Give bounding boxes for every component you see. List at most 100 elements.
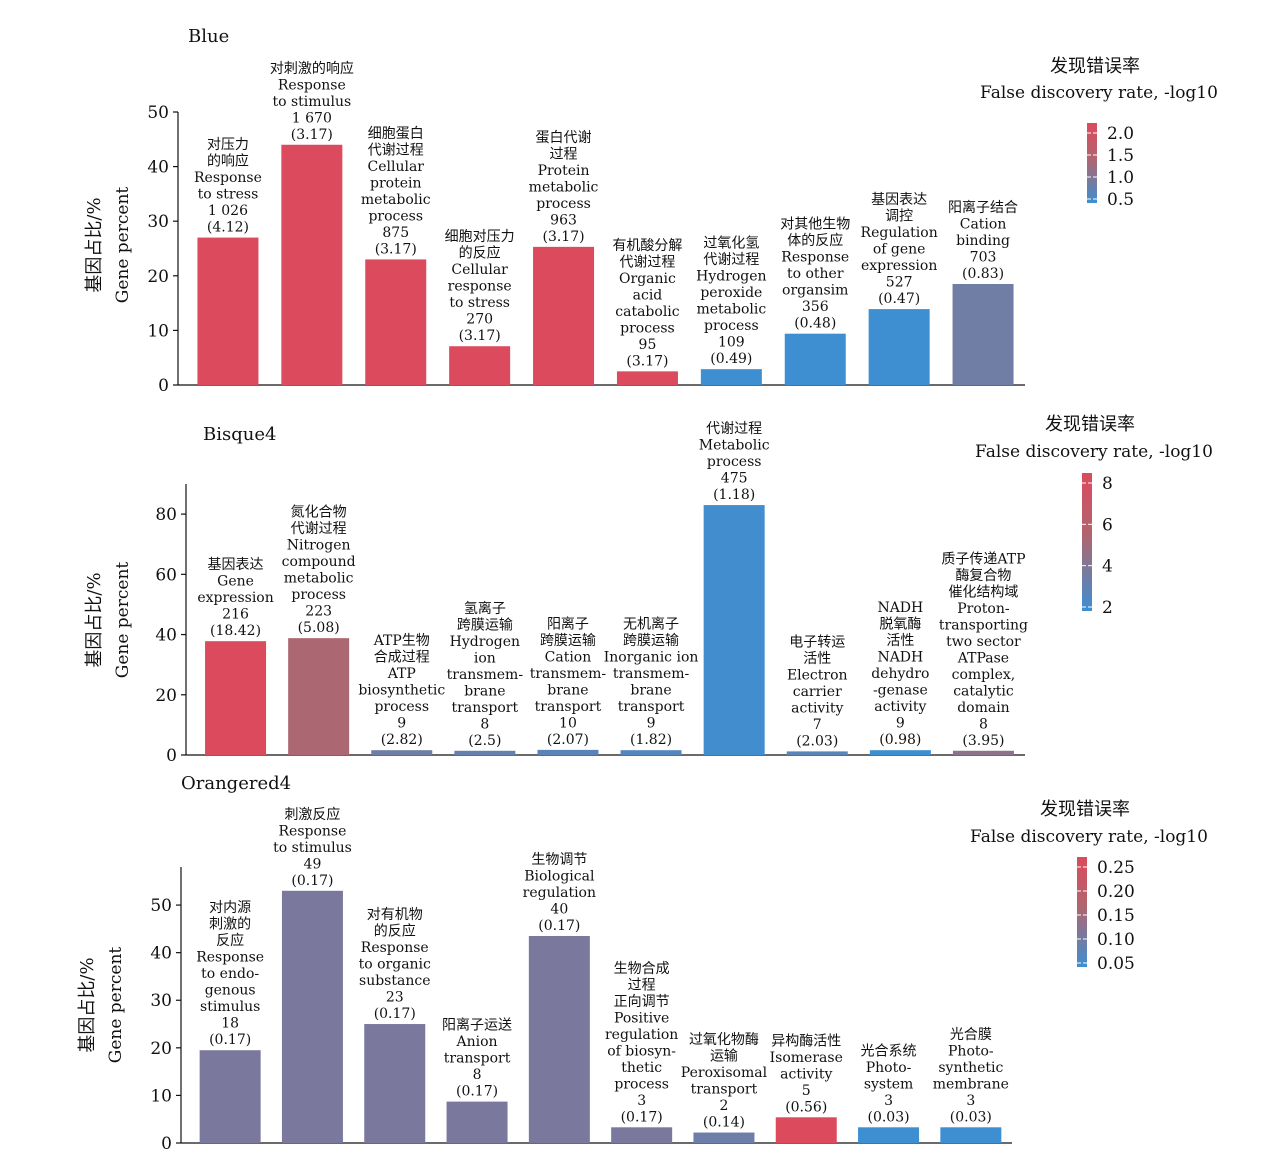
- y-axis-label-en: Gene percent: [106, 947, 126, 1064]
- bar-label-line: transmem-: [447, 667, 524, 683]
- bar-label-line: transporting: [939, 617, 1028, 633]
- bar-label-line: metabolic: [529, 179, 599, 195]
- y-tick-label: 10: [150, 1086, 172, 1106]
- bar-label-line: (0.17): [209, 1032, 251, 1048]
- bar-label-line: regulation: [523, 885, 596, 901]
- legend-tick-label: 4: [1102, 557, 1113, 577]
- bar-label: 过氧化氢代谢过程Hydrogenperoxidemetabolicprocess…: [696, 236, 766, 367]
- bar-label-line: metabolic: [361, 192, 431, 208]
- bar-label-line: synthetic: [938, 1060, 1003, 1076]
- bar-label-line: (2.82): [381, 732, 423, 748]
- y-tick-label: 40: [150, 944, 172, 964]
- bar: [703, 505, 765, 755]
- bar-label-line: activity: [780, 1066, 832, 1082]
- bar-label-line: ion: [474, 650, 496, 666]
- bar-label-line: Gene: [217, 574, 254, 590]
- bar-label-line: process: [620, 320, 675, 336]
- bar: [199, 1050, 261, 1143]
- bar-label-line: 质子传递ATP: [941, 551, 1025, 567]
- legend-tick-label: 0.5: [1107, 190, 1134, 210]
- bar-label-line: Peroxisomal: [681, 1065, 768, 1081]
- bar: [288, 638, 350, 755]
- bar-label-line: activity: [791, 700, 843, 716]
- bar-label-line: 过程: [550, 146, 578, 162]
- legend-tick-label: 2: [1102, 598, 1113, 618]
- bar: [446, 1101, 508, 1143]
- bar-label-line: process: [536, 196, 591, 212]
- bar-label-line: (0.17): [456, 1084, 498, 1100]
- bar-label-line: process: [707, 454, 762, 470]
- bar-label-line: catalytic: [953, 683, 1014, 699]
- bar-label-line: 过氧化氢: [703, 236, 759, 252]
- bar-label-line: Response: [278, 77, 346, 93]
- bar-label-line: (1.18): [713, 487, 755, 503]
- bar-label-line: 跨膜运输: [540, 633, 596, 649]
- bar-label-line: (0.03): [867, 1109, 909, 1125]
- bar-label-line: transport: [535, 699, 602, 715]
- bar-label-line: 270: [466, 312, 493, 328]
- bar-label-line: transport: [444, 1051, 511, 1067]
- bar-label-line: 8: [480, 716, 489, 732]
- bar-label-line: membrane: [933, 1076, 1009, 1092]
- y-tick-label: 40: [147, 158, 169, 178]
- bar: [281, 144, 343, 385]
- bar-label-line: 10: [559, 715, 577, 731]
- bar-label-line: Hydrogen: [696, 269, 766, 285]
- legend-tick-label: 0.05: [1097, 954, 1135, 974]
- bar-label-line: 49: [304, 856, 322, 872]
- bar-label-line: (3.17): [542, 229, 584, 245]
- bar-label-line: (2.07): [547, 732, 589, 748]
- bar-label-line: complex,: [952, 667, 1016, 683]
- y-tick-label: 30: [147, 212, 169, 232]
- bar-label-line: 527: [886, 275, 913, 291]
- bar-label-line: 合成过程: [374, 650, 430, 666]
- bar-label-line: 细胞蛋白: [368, 126, 424, 142]
- bar-label-line: carrier: [793, 684, 842, 700]
- bar-label-line: two sector: [946, 634, 1021, 650]
- bar-label-line: 蛋白代谢: [536, 130, 592, 146]
- y-tick-label: 30: [150, 991, 172, 1011]
- bar: [700, 369, 762, 385]
- bar-label-line: (18.42): [210, 623, 261, 639]
- bar-label-line: 的反应: [374, 923, 416, 940]
- bar-label-line: process: [704, 318, 759, 334]
- y-axis-label-en: Gene percent: [113, 187, 133, 304]
- bar-label-line: 的响应: [207, 153, 249, 170]
- bar-label-line: 生物调节: [531, 852, 587, 868]
- legend-tick-label: 0.25: [1097, 858, 1135, 878]
- bar-label-line: 阳离子: [547, 615, 589, 632]
- bar-label-line: 9: [896, 716, 905, 732]
- bar-label-line: peroxide: [700, 285, 762, 301]
- bar-label-line: (0.17): [621, 1109, 663, 1125]
- bar-label-line: brane: [547, 682, 588, 698]
- bar-label-line: to stimulus: [273, 840, 352, 856]
- bar-label-line: (3.95): [962, 733, 1004, 749]
- legend-title-en: False discovery rate, -log10: [970, 827, 1208, 847]
- bar-label-line: 703: [970, 249, 997, 265]
- bar-label-line: to stress: [198, 187, 259, 203]
- legend-title-zh: 发现错误率: [1050, 56, 1140, 77]
- bar: [693, 1132, 755, 1143]
- bar-label-line: stimulus: [200, 999, 260, 1015]
- bar: [620, 750, 682, 755]
- bar-label-line: (3.17): [459, 328, 501, 344]
- y-tick-label: 0: [158, 376, 169, 396]
- bar-label-line: 对压力: [207, 137, 249, 153]
- bar-label-line: 氮化合物: [291, 505, 347, 521]
- legend-tick-label: 0.20: [1097, 882, 1135, 902]
- bar-label-line: 刺激的: [209, 916, 251, 933]
- bar-label-line: 阳离子结合: [948, 199, 1018, 216]
- bar: [786, 751, 848, 755]
- y-axis-label: 基因占比/% Gene percent: [84, 562, 133, 679]
- bar-label-line: ATPase: [957, 650, 1009, 666]
- bar-label-line: transport: [691, 1082, 758, 1098]
- bar-label-line: 活性: [886, 633, 914, 649]
